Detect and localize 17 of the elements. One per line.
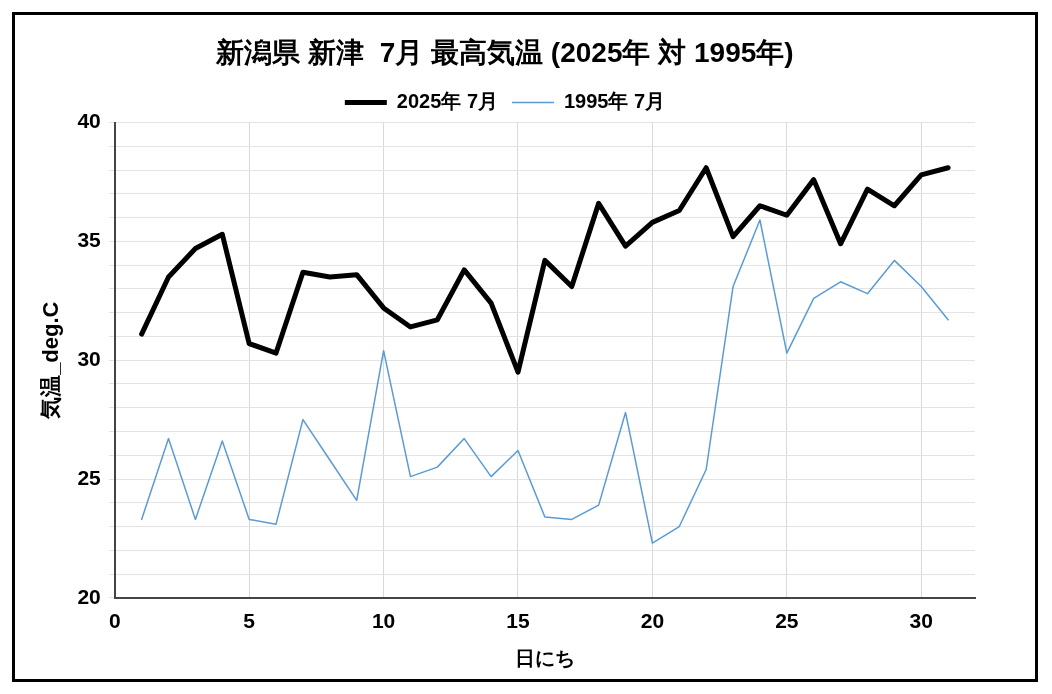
x-tick-label: 0 [108,609,121,633]
x-axis-title: 日にち [514,646,575,669]
x-tick-label: 25 [775,609,799,633]
y-tick-label: 35 [77,228,102,252]
y-tick-label: 30 [77,347,101,370]
x-tick-label: 5 [243,609,256,633]
chart-title: 新潟県 新津 7月 最高気温 (2025年 対 1995年) [215,36,794,68]
x-tick-label: 15 [506,609,530,633]
x-tick-label: 20 [640,609,665,633]
y-tick-label: 40 [77,109,101,133]
legend-label: 1995年 7月 [564,90,666,113]
y-axis-title: 気温_deg.C [38,301,64,420]
y-tick-label: 25 [77,465,102,489]
x-tick-label: 30 [909,609,933,633]
x-tick-label: 10 [371,609,396,633]
legend-label: 2025年 7月 [396,90,498,113]
y-tick-label: 20 [77,584,101,608]
